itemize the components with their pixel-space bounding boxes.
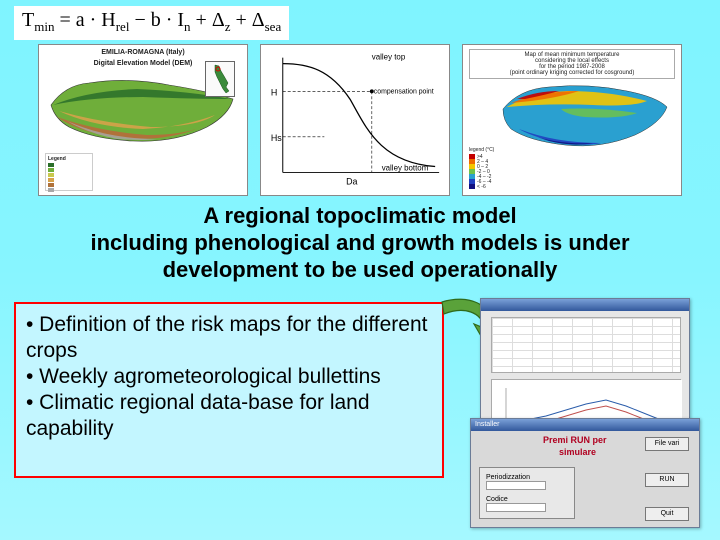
winB-heading1: Premi RUN per — [543, 435, 607, 445]
kt-l4: (point ordinary kriging corrected for co… — [472, 70, 672, 76]
kriging-legend-title: legend (°C) — [469, 147, 511, 153]
italy-inset — [205, 61, 235, 97]
formula-r3: + Δ — [191, 9, 225, 31]
lbl-valley-top: valley top — [372, 53, 406, 62]
formula-lhs-base: T — [22, 9, 34, 31]
kriging-pane: Map of mean minimum temperature consider… — [462, 44, 682, 196]
valley-curve-svg: valley top compensation point H Hs Da va… — [261, 45, 449, 195]
formula-r2: − b · I — [129, 9, 184, 31]
kriging-legend: legend (°C) >4 2 – 4 0 – 2 -2 – 0 -4 – -… — [469, 147, 511, 189]
bullet-box: • Definition of the risk maps for the di… — [14, 302, 444, 478]
winB-panel: Periodizzation Codice — [479, 467, 575, 519]
dem-pane: EMILIA-ROMAGNA (Italy) Digital Elevation… — [38, 44, 248, 196]
winB-titlebar: Installer — [471, 419, 699, 431]
panel-lbl1: Periodizzation — [486, 474, 574, 481]
kriging-title: Map of mean minimum temperature consider… — [469, 49, 675, 79]
bullet-3: • Climatic regional data-base for land c… — [26, 390, 432, 442]
quit-button[interactable]: Quit — [645, 507, 689, 521]
run-button[interactable]: RUN — [645, 473, 689, 487]
heading-line3: development to be used operationally — [40, 257, 680, 284]
bullet-2: • Weekly agrometeorological bullettins — [26, 364, 432, 390]
data-grid — [491, 317, 681, 373]
valley-curve-pane: valley top compensation point H Hs Da va… — [260, 44, 450, 196]
lbl-comp-point: compensation point — [374, 88, 434, 95]
dem-title1: EMILIA-ROMAGNA (Italy) — [39, 49, 247, 56]
heading-line2: including phenological and growth models… — [40, 230, 680, 257]
lbl-Da: Da — [346, 176, 357, 186]
formula-box: Tmin = a · Hrel − b · In + Δz + Δsea — [14, 6, 289, 40]
formula-r4s: sea — [265, 19, 282, 34]
figure-row: EMILIA-ROMAGNA (Italy) Digital Elevation… — [38, 44, 682, 196]
panel-field2[interactable] — [486, 503, 546, 512]
panel-lbl2: Codice — [486, 496, 574, 503]
dem-legend-title: Legend — [48, 156, 90, 162]
formula-r1s: rel — [116, 19, 130, 34]
lg-6: < -6 — [477, 184, 486, 190]
formula-r1: = a · H — [54, 9, 115, 31]
panel-field1[interactable] — [486, 481, 546, 490]
screenshot-stack: Installer Premi RUN per simulare Periodi… — [470, 298, 708, 530]
lbl-H: H — [271, 87, 277, 97]
formula-lhs-sub: min — [34, 19, 54, 34]
winA-titlebar — [481, 299, 689, 311]
heading-line1: A regional topoclimatic model — [40, 203, 680, 230]
formula-r4: + Δ — [230, 9, 264, 31]
window-installer: Installer Premi RUN per simulare Periodi… — [470, 418, 700, 528]
dem-legend: Legend — [45, 153, 93, 191]
file-button[interactable]: File vari — [645, 437, 689, 451]
lbl-Hs: Hs — [271, 133, 282, 143]
main-heading: A regional topoclimatic model including … — [0, 203, 720, 283]
bullet-1: • Definition of the risk maps for the di… — [26, 312, 432, 364]
kriging-map — [501, 79, 671, 151]
winB-heading2: simulare — [559, 447, 596, 457]
